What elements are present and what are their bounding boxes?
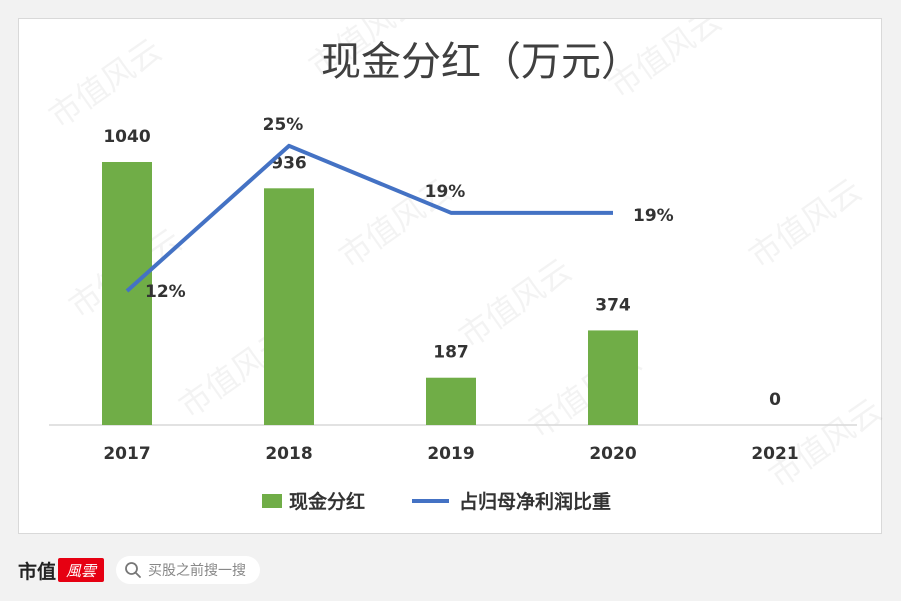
- ratio-label-2018: 25%: [263, 115, 304, 135]
- bar-value-label-2017: 1040: [103, 127, 150, 147]
- bar-value-label-2018: 936: [271, 153, 307, 173]
- bar-value-label-2020: 374: [595, 295, 631, 315]
- legend: 现金分红 占归母净利润比重: [262, 490, 611, 513]
- bar-series: [102, 162, 638, 425]
- bar-value-label-2019: 187: [433, 343, 469, 363]
- bar-value-labels: 1040 936 187 374 0: [103, 127, 781, 410]
- legend-line-label: 占归母净利润比重: [459, 490, 611, 513]
- legend-bar-label: 现金分红: [289, 490, 365, 513]
- brand-seal: 風雲: [58, 558, 105, 582]
- ratio-label-2017: 12%: [145, 282, 186, 302]
- x-tick-2018: 2018: [265, 444, 312, 464]
- watermark-text: 市值风云: [42, 31, 169, 136]
- bar-2018: [264, 188, 314, 425]
- watermark-text: 市值风云: [452, 251, 579, 356]
- footer-bar: 市值 風雲 买股之前搜一搜: [18, 552, 618, 588]
- ratio-label-2020: 19%: [633, 206, 674, 226]
- chart-card: 市值风云市值风云市值风云市值风云市值风云市值风云市值风云市值风云市值风云市值风云…: [18, 18, 883, 534]
- x-tick-2019: 2019: [427, 444, 474, 464]
- brand-logo: 市值 風雲: [18, 557, 105, 584]
- x-tick-2017: 2017: [103, 444, 150, 464]
- search-box[interactable]: 买股之前搜一搜: [116, 556, 261, 584]
- legend-bar-swatch: [262, 494, 282, 508]
- bar-2019: [426, 377, 476, 425]
- ratio-label-2019: 19%: [425, 182, 466, 202]
- chart-title: 现金分红（万元）: [321, 39, 641, 85]
- x-tick-2020: 2020: [589, 444, 636, 464]
- ratio-line-series: [125, 143, 613, 293]
- x-tick-2021: 2021: [751, 444, 798, 464]
- bar-2020: [588, 330, 638, 425]
- watermark-text: 市值风云: [742, 171, 869, 276]
- ratio-value-labels: 12% 25% 19% 19%: [145, 115, 674, 302]
- bar-value-label-2021: 0: [769, 390, 781, 410]
- ratio-line: [125, 143, 613, 293]
- x-tick-labels: 2017 2018 2019 2020 2021: [103, 444, 798, 464]
- search-placeholder: 买股之前搜一搜: [148, 563, 247, 579]
- bar-2017: [102, 162, 152, 425]
- brand-name: 市值: [18, 560, 57, 583]
- search-icon: [125, 562, 141, 578]
- chart-svg: 市值风云市值风云市值风云市值风云市值风云市值风云市值风云市值风云市值风云市值风云…: [42, 19, 883, 513]
